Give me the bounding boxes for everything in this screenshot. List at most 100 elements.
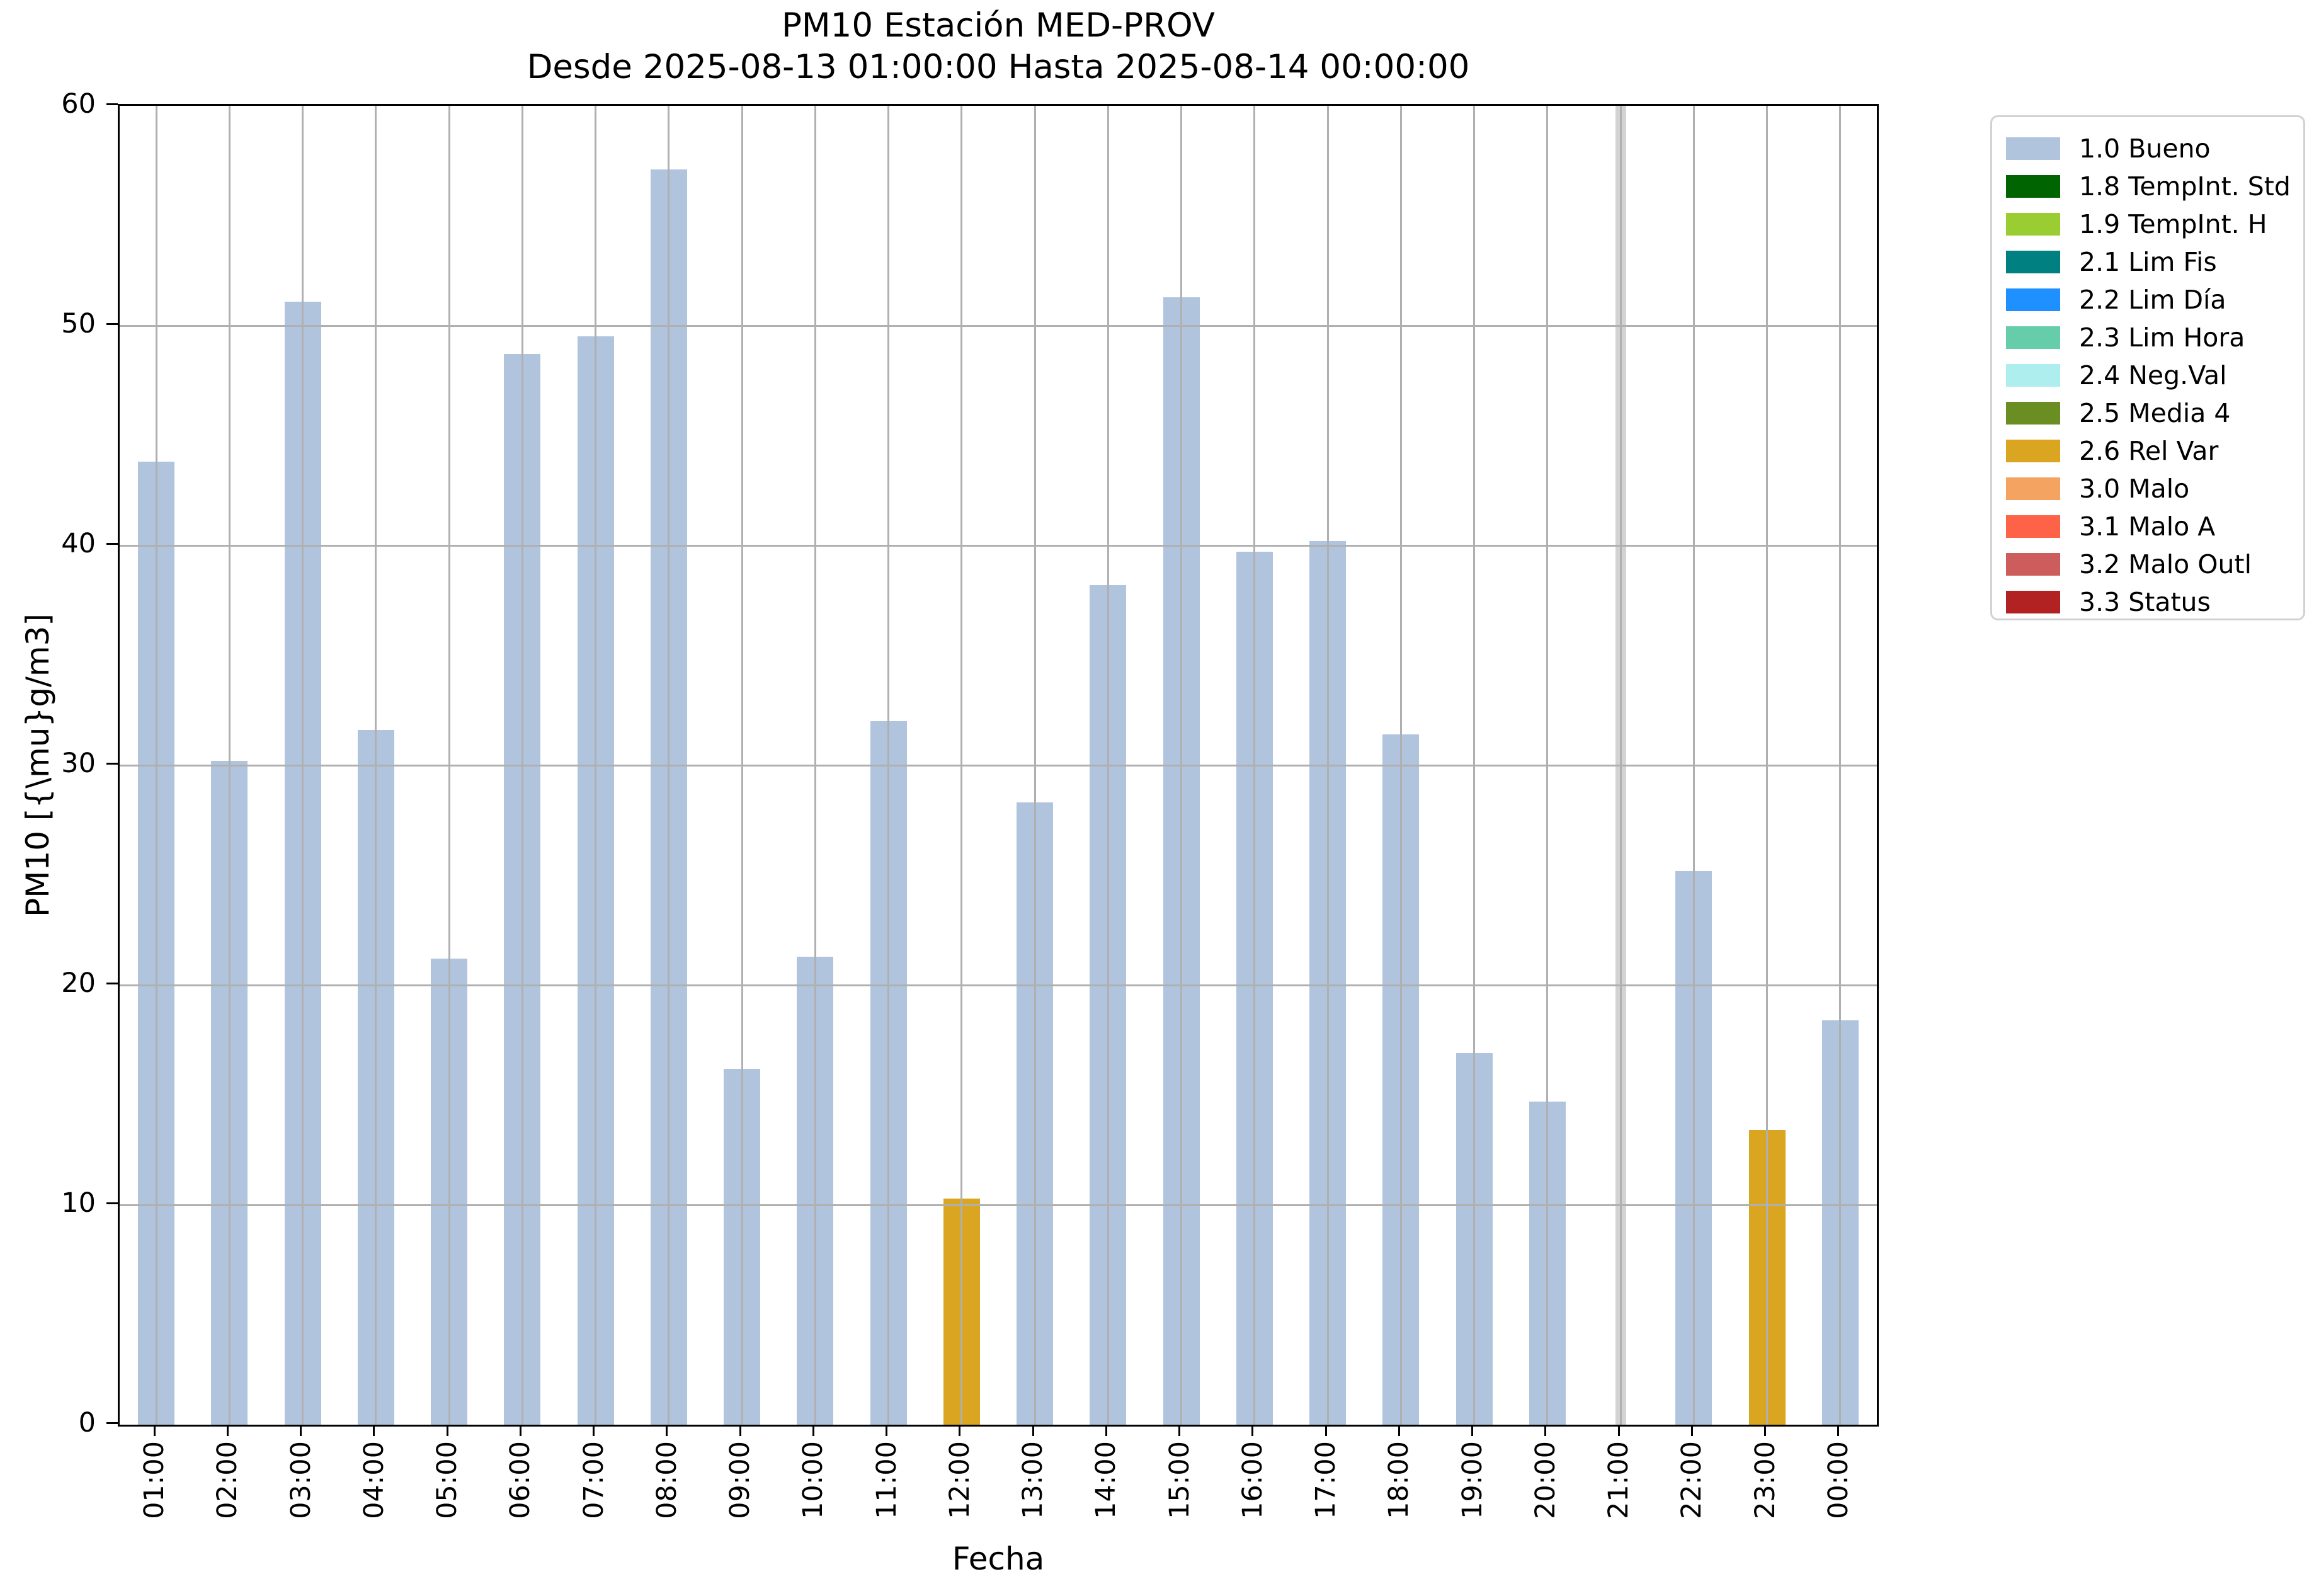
x-tick-label: 23:00	[1749, 1441, 1781, 1519]
x-tick-label: 12:00	[943, 1441, 976, 1519]
x-tick-label: 15:00	[1163, 1441, 1195, 1519]
x-tick-label: 05:00	[431, 1441, 464, 1519]
x-tick-mark	[1544, 1425, 1547, 1436]
y-tick-label: 0	[78, 1407, 96, 1439]
legend-label: 3.2 Malo Outl	[2079, 549, 2252, 579]
h-gridline	[120, 984, 1877, 986]
h-gridline	[120, 324, 1877, 327]
x-tick-label: 04:00	[358, 1441, 390, 1519]
x-tick-label: 07:00	[578, 1441, 610, 1519]
x-tick-label: 03:00	[285, 1441, 317, 1519]
chart-title: PM10 Estación MED-PROV	[781, 6, 1216, 45]
x-tick-mark	[1178, 1425, 1181, 1436]
x-tick-mark	[1105, 1425, 1107, 1436]
x-tick-mark	[666, 1425, 668, 1436]
legend-row: 1.0 Bueno	[2006, 130, 2303, 168]
x-tick-label: 14:00	[1090, 1441, 1122, 1519]
legend-swatch	[2006, 440, 2060, 462]
x-tick-mark	[1032, 1425, 1034, 1436]
legend-row: 2.5 Media 4	[2006, 394, 2303, 432]
legend-row: 1.9 TempInt. H	[2006, 205, 2303, 243]
legend-swatch	[2006, 137, 2060, 160]
x-tick-mark	[300, 1425, 302, 1436]
legend-label: 2.6 Rel Var	[2079, 436, 2219, 466]
x-tick-label: 06:00	[504, 1441, 537, 1519]
legend-swatch	[2006, 326, 2060, 349]
legend-swatch	[2006, 553, 2060, 576]
x-tick-mark	[1617, 1425, 1620, 1436]
x-tick-label: 17:00	[1310, 1441, 1342, 1519]
legend-row: 3.2 Malo Outl	[2006, 545, 2303, 583]
h-gridline	[120, 544, 1877, 547]
h-gridline	[120, 1204, 1877, 1206]
legend-row: 1.8 TempInt. Std	[2006, 168, 2303, 205]
legend-row: 2.3 Lim Hora	[2006, 319, 2303, 356]
y-tick-mark	[106, 1202, 118, 1204]
x-tick-mark	[519, 1425, 521, 1436]
legend-row: 2.6 Rel Var	[2006, 432, 2303, 470]
chart-title-block: PM10 Estación MED-PROV Desde 2025-08-13 …	[118, 5, 1879, 88]
x-tick-label: 02:00	[212, 1441, 244, 1519]
y-tick-label: 50	[61, 308, 96, 339]
x-tick-mark	[959, 1425, 961, 1436]
y-tick-mark	[106, 1422, 118, 1424]
x-tick-label: 01:00	[139, 1441, 171, 1519]
legend-row: 2.2 Lim Día	[2006, 281, 2303, 319]
x-tick-label: 13:00	[1017, 1441, 1049, 1519]
legend-label: 1.8 TempInt. Std	[2079, 171, 2291, 202]
x-tick-label: 18:00	[1383, 1441, 1415, 1519]
x-tick-mark	[812, 1425, 814, 1436]
x-tick-mark	[153, 1425, 156, 1436]
x-tick-label: 20:00	[1529, 1441, 1561, 1519]
y-tick-label: 60	[61, 88, 96, 120]
chart-subtitle: Desde 2025-08-13 01:00:00 Hasta 2025-08-…	[527, 48, 1470, 86]
legend-row: 2.1 Lim Fis	[2006, 243, 2303, 281]
y-tick-mark	[106, 542, 118, 545]
y-tick-mark	[106, 103, 118, 105]
h-gridline	[120, 764, 1877, 767]
legend-label: 3.1 Malo A	[2079, 511, 2216, 542]
y-tick-label: 20	[61, 967, 96, 999]
legend-swatch	[2006, 288, 2060, 311]
x-tick-label: 09:00	[724, 1441, 756, 1519]
x-tick-label: 00:00	[1822, 1441, 1854, 1519]
y-tick-mark	[106, 322, 118, 325]
legend-row: 3.1 Malo A	[2006, 508, 2303, 545]
y-tick-mark	[106, 762, 118, 765]
legend-swatch	[2006, 364, 2060, 387]
legend-swatch	[2006, 213, 2060, 236]
legend-row: 3.0 Malo	[2006, 470, 2303, 508]
y-tick-label: 10	[61, 1187, 96, 1219]
x-tick-label: 10:00	[797, 1441, 829, 1519]
x-tick-mark	[1471, 1425, 1474, 1436]
x-tick-mark	[1690, 1425, 1693, 1436]
x-tick-mark	[1251, 1425, 1254, 1436]
x-tick-label: 11:00	[870, 1441, 903, 1519]
x-tick-label: 22:00	[1676, 1441, 1708, 1519]
legend: 1.0 Bueno 1.8 TempInt. Std 1.9 TempInt. H 2…	[1990, 115, 2305, 620]
y-tick-label: 30	[61, 748, 96, 779]
legend-label: 2.5 Media 4	[2079, 398, 2231, 428]
x-tick-mark	[446, 1425, 448, 1436]
x-tick-mark	[1764, 1425, 1767, 1436]
x-tick-mark	[1837, 1425, 1840, 1436]
x-tick-label: 16:00	[1236, 1441, 1268, 1519]
x-tick-mark	[373, 1425, 375, 1436]
x-tick-label: 08:00	[651, 1441, 683, 1519]
x-tick-mark	[1325, 1425, 1327, 1436]
x-tick-mark	[886, 1425, 888, 1436]
legend-label: 2.1 Lim Fis	[2079, 247, 2217, 277]
x-tick-mark	[593, 1425, 595, 1436]
x-tick-label: 21:00	[1603, 1441, 1635, 1519]
plot-area	[118, 104, 1879, 1427]
x-tick-label: 19:00	[1456, 1441, 1488, 1519]
y-tick-label: 40	[61, 528, 96, 559]
legend-row: 3.3 Status	[2006, 583, 2303, 621]
x-tick-mark	[1398, 1425, 1400, 1436]
legend-swatch	[2006, 477, 2060, 500]
y-tick-mark	[106, 982, 118, 984]
legend-label: 3.0 Malo	[2079, 474, 2190, 504]
x-axis-label: Fecha	[952, 1541, 1045, 1577]
x-tick-mark	[226, 1425, 229, 1436]
